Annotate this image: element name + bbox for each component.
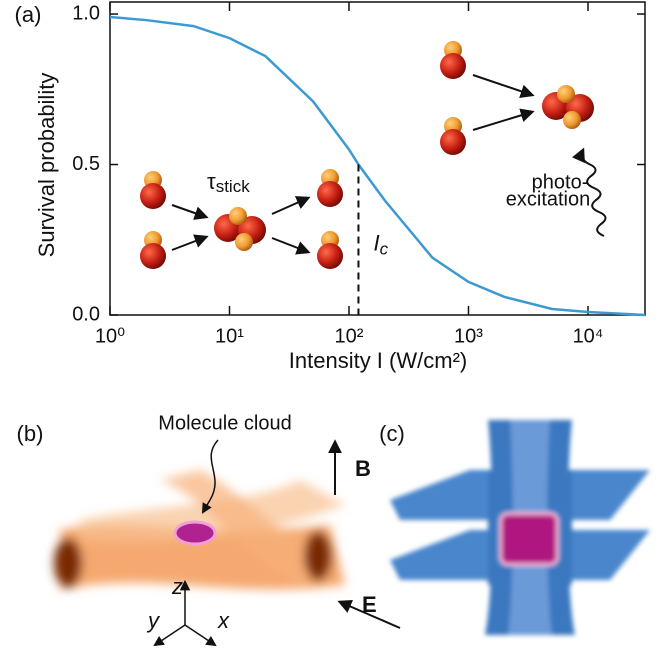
molecule-cloud [173, 520, 217, 546]
threshold-symbol: I [373, 230, 379, 255]
threshold-label: Ic [373, 230, 388, 259]
panel-label: (b) [17, 421, 44, 446]
tau-symbol: τ [207, 169, 216, 194]
y-tick-label: 1.0 [72, 2, 100, 24]
panel-label: (c) [379, 421, 405, 446]
x-tick-label: 10¹ [215, 325, 244, 347]
x-axis-label: Intensity I (W/cm²) [289, 348, 467, 373]
b-field-label: B [355, 456, 371, 481]
axis-z-label: z [171, 574, 183, 599]
cloud-arrow [201, 439, 219, 514]
laser-beams [54, 470, 345, 590]
tau-stick-label: τstick [207, 169, 250, 197]
axis-x-label: x [217, 608, 230, 633]
electrode-structure [390, 420, 650, 635]
x-tick-label: 10² [335, 325, 364, 347]
axes-triad [153, 579, 217, 647]
plot-area: 0.0 0.5 1.0 10⁰ 10¹ 10² 10³ 10⁴ Ic [72, 1, 646, 347]
y-axis-label: Survival probability [34, 73, 59, 258]
y-tick-label: 0.0 [72, 303, 100, 325]
x-tick-label: 10³ [454, 325, 483, 347]
threshold-subscript: c [380, 240, 389, 259]
survival-curve [109, 15, 646, 317]
molecule-illustration [140, 41, 607, 269]
photo-label: excitation [506, 188, 591, 210]
e-field-arrow [337, 600, 401, 629]
x-tick-label: 10⁴ [573, 325, 604, 347]
photo-label: photo- [532, 171, 589, 193]
panel-label: (a) [15, 2, 42, 27]
x-tick-label: 10⁰ [95, 325, 125, 347]
tau-subscript: stick [216, 177, 251, 196]
plot-frame [109, 1, 646, 316]
cloud-label: Molecule cloud [158, 412, 291, 434]
e-field-label: E [362, 592, 377, 617]
axis-y-label: y [146, 608, 161, 633]
y-tick-label: 0.5 [72, 153, 100, 175]
